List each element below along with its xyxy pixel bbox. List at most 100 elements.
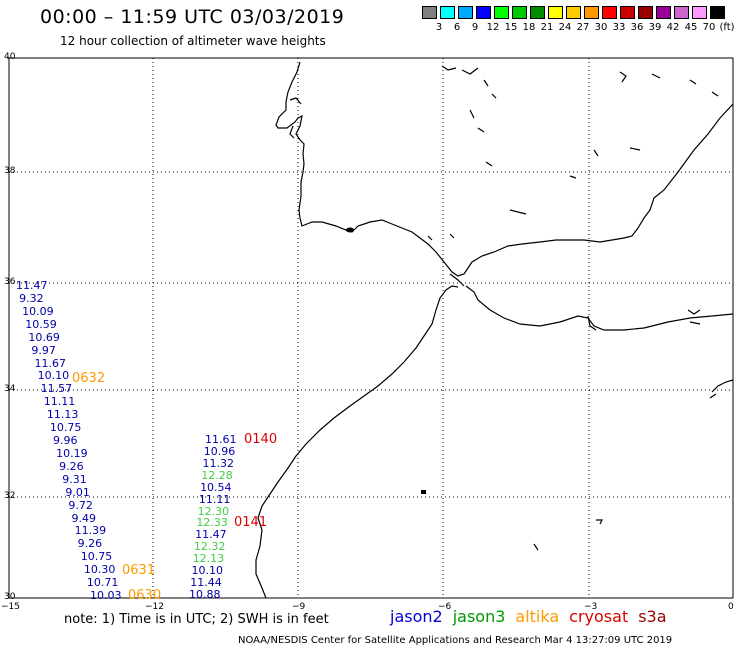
legend-s3a: s3a <box>638 607 667 626</box>
wave-height-value: 10.75 <box>49 421 82 435</box>
wave-height-value: 12.28 <box>201 468 233 482</box>
pass-label-0140: 0140 <box>244 432 278 447</box>
scale-label: 30 <box>594 22 608 33</box>
lat-label: 34 <box>4 384 16 394</box>
scale-swatch <box>440 6 455 19</box>
scale-swatch <box>602 6 617 19</box>
scale-label: 9 <box>471 22 479 33</box>
scale-label: 3 <box>435 22 443 33</box>
wave-height-value: 9.32 <box>19 291 44 305</box>
wave-height-value: 12.30 <box>197 504 230 518</box>
wave-height-value: 11.47 <box>16 279 48 292</box>
wave-height-value: 10.96 <box>203 444 236 458</box>
wave-height-value: 11.57 <box>40 382 73 396</box>
wave-height-value: 10.09 <box>22 304 54 318</box>
wave-height-value: 10.10 <box>191 564 223 578</box>
wave-height-value: 10.69 <box>28 330 60 344</box>
wave-height-value: 11.61 <box>205 433 237 446</box>
scale-label: (ft) <box>719 22 735 33</box>
wave-height-value: 12.33 <box>196 516 228 530</box>
wave-height-value: 11.39 <box>74 524 107 538</box>
scale-label: 12 <box>486 22 500 33</box>
scale-label: 21 <box>540 22 554 33</box>
satellite-legend: jason2 jason3 altika cryosat s3a <box>390 607 667 626</box>
wave-height-value: 9.01 <box>65 485 90 499</box>
scale-swatch <box>692 6 707 19</box>
wave-height-value: 9.26 <box>77 537 103 551</box>
scale-label: 45 <box>684 22 698 33</box>
scale-label: 18 <box>522 22 536 33</box>
wave-height-value: 10.19 <box>56 446 88 460</box>
legend-altika: altika <box>515 607 560 626</box>
scale-swatch <box>584 6 599 19</box>
lat-label: 32 <box>4 491 16 501</box>
note-text: note: 1) Time is in UTC; 2) SWH is in fe… <box>64 612 329 627</box>
scale-label: 33 <box>612 22 626 33</box>
scale-label: 42 <box>666 22 680 33</box>
lat-label: 38 <box>4 166 16 176</box>
legend-cryosat: cryosat <box>569 607 629 626</box>
scale-label: 6 <box>453 22 461 33</box>
scale-swatch <box>530 6 545 19</box>
scale-label: 36 <box>630 22 644 33</box>
scale-swatch <box>710 6 725 19</box>
scale-swatch <box>548 6 563 19</box>
scale-swatch <box>674 6 689 19</box>
wave-height-value: 11.44 <box>190 576 222 590</box>
coastline <box>255 61 734 599</box>
islands <box>421 65 719 551</box>
wave-height-value: 9.72 <box>68 498 93 512</box>
lon-label: −9 <box>292 602 306 612</box>
lat-label: 30 <box>4 592 16 602</box>
wave-height-value: 10.88 <box>189 588 221 601</box>
legend-jason2: jason2 <box>390 607 443 626</box>
wave-height-value: 10.10 <box>37 369 70 383</box>
gridlines <box>9 58 733 598</box>
legend-jason3: jason3 <box>452 607 506 626</box>
pass-label-0632: 0632 <box>72 371 106 386</box>
map-frame <box>8 57 734 599</box>
wave-height-value: 10.59 <box>25 317 57 331</box>
lon-label: −15 <box>1 602 20 612</box>
lon-label: 0 <box>728 602 734 612</box>
lat-label: 40 <box>4 52 16 62</box>
scale-swatch <box>656 6 671 19</box>
scale-swatch <box>620 6 635 19</box>
wave-height-value: 11.11 <box>198 492 231 506</box>
scale-swatch <box>422 6 437 19</box>
wave-height-value: 11.47 <box>195 528 227 542</box>
wave-height-value: 9.26 <box>59 459 84 473</box>
scale-label: 24 <box>558 22 572 33</box>
footer-credit: NOAA/NESDIS Center for Satellite Applica… <box>238 635 673 646</box>
scale-label: 15 <box>504 22 518 33</box>
pass-label-0141: 0141 <box>234 515 268 530</box>
wave-height-value: 11.67 <box>34 356 67 370</box>
scale-swatch <box>458 6 473 19</box>
page-title: 00:00 – 11:59 UTC 03/03/2019 <box>40 6 345 28</box>
scale-swatch <box>512 6 527 19</box>
page-subtitle: 12 hour collection of altimeter wave hei… <box>60 34 326 48</box>
wave-height-value: 11.13 <box>46 408 79 422</box>
scale-label: 39 <box>648 22 662 33</box>
lat-label: 36 <box>4 277 16 287</box>
pass-label-0631: 0631 <box>122 563 156 578</box>
wave-height-value: 9.96 <box>53 434 78 447</box>
wave-height-value: 10.75 <box>80 550 113 564</box>
wave-height-value: 10.54 <box>200 480 232 494</box>
wave-height-value: 10.03 <box>90 589 122 602</box>
pass-label-0630: 0630 <box>128 588 162 603</box>
scale-swatch <box>476 6 491 19</box>
wave-height-value: 9.49 <box>71 511 97 525</box>
scale-swatch <box>638 6 653 19</box>
scale-swatch <box>566 6 581 19</box>
wave-height-value: 12.13 <box>192 552 225 566</box>
lon-label: −12 <box>145 602 164 612</box>
scale-label: 27 <box>576 22 590 33</box>
scale-label: 70 <box>702 22 716 33</box>
lon-label: −6 <box>438 602 452 612</box>
wave-height-value: 9.31 <box>62 472 87 486</box>
wave-height-value: 10.30 <box>83 563 116 577</box>
wave-height-value: 11.32 <box>202 456 235 470</box>
lon-label: −3 <box>584 602 598 612</box>
